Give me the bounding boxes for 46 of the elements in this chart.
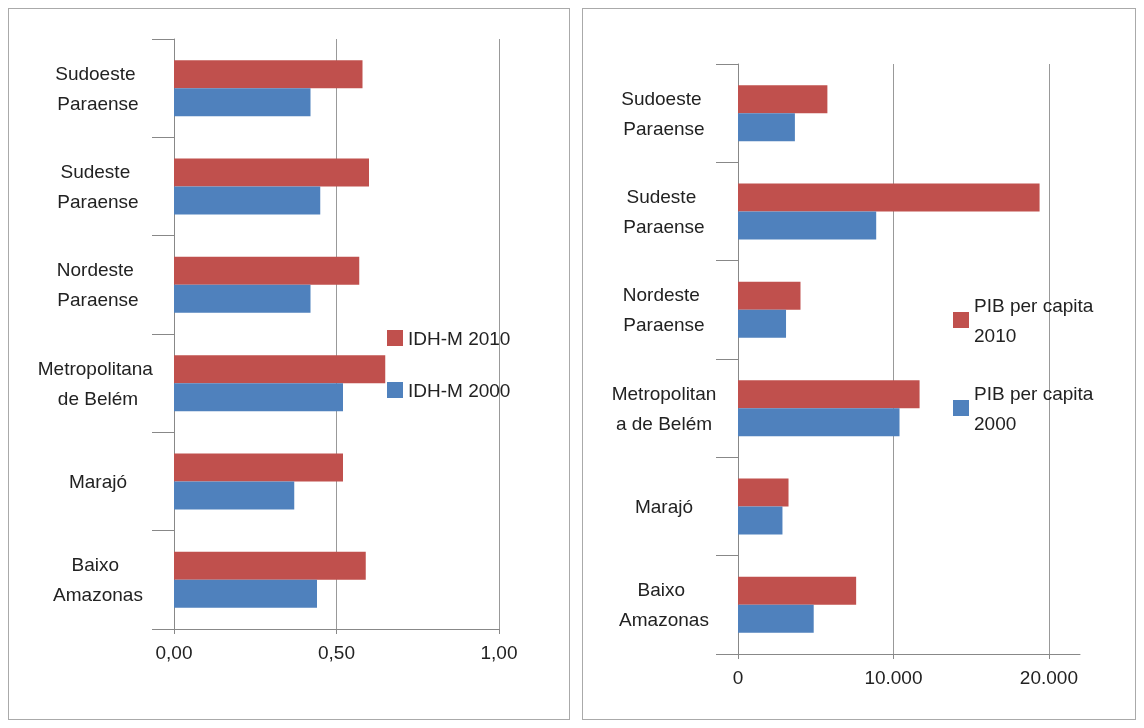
y-tick-label: Sudeste Paraense xyxy=(57,161,139,212)
bar xyxy=(738,113,795,142)
x-tick-label: 20.000 xyxy=(1019,667,1078,688)
y-tick-label: Sudoeste Paraense xyxy=(55,62,141,114)
bar xyxy=(174,256,360,285)
y-tick-label: Nordeste Paraense xyxy=(56,259,140,311)
bar xyxy=(738,478,789,507)
bar xyxy=(174,551,366,580)
bar xyxy=(738,604,814,633)
bar xyxy=(174,453,343,482)
legend-label: IDH-M 2000 xyxy=(408,379,511,401)
y-tick-label: Marajó xyxy=(634,496,694,517)
bar xyxy=(738,183,1040,212)
bar xyxy=(738,309,787,338)
y-tick-label: Sudoeste Paraense xyxy=(621,87,707,139)
bar xyxy=(174,284,311,313)
y-tick-label: Metropolitana de Belém xyxy=(37,357,159,409)
bar xyxy=(738,211,877,240)
y-tick-label: Marajó xyxy=(68,471,128,492)
bar xyxy=(174,60,363,89)
bar xyxy=(174,158,369,187)
legend-label: PIB per capita 2010 xyxy=(974,294,1099,346)
legend-label: IDH-M 2010 xyxy=(408,327,511,349)
bar xyxy=(738,506,783,535)
bar xyxy=(174,186,321,215)
bar xyxy=(174,481,295,510)
y-tick-label: Sudeste Paraense xyxy=(623,186,705,237)
x-tick-label: 0 xyxy=(732,667,744,688)
bar xyxy=(174,88,311,117)
x-tick-label: 0,00 xyxy=(155,642,193,663)
legend-label: PIB per capita 2000 xyxy=(974,382,1099,434)
bar xyxy=(174,579,317,608)
x-tick-label: 10.000 xyxy=(864,667,923,688)
y-tick-label: Nordeste Paraense xyxy=(622,284,706,336)
y-tick-label: Baixo Amazonas xyxy=(53,554,143,606)
bar xyxy=(174,355,386,384)
x-tick-label: 1,00 xyxy=(480,642,518,663)
bar xyxy=(738,576,857,605)
bar xyxy=(738,85,828,114)
bar xyxy=(174,383,343,412)
bar xyxy=(738,408,900,437)
bar xyxy=(738,380,920,409)
bar xyxy=(738,281,801,310)
y-tick-label: Metropolitana de Belém xyxy=(611,382,717,434)
y-tick-label: Baixo Amazonas xyxy=(619,579,709,631)
x-tick-label: 0,50 xyxy=(318,642,355,663)
